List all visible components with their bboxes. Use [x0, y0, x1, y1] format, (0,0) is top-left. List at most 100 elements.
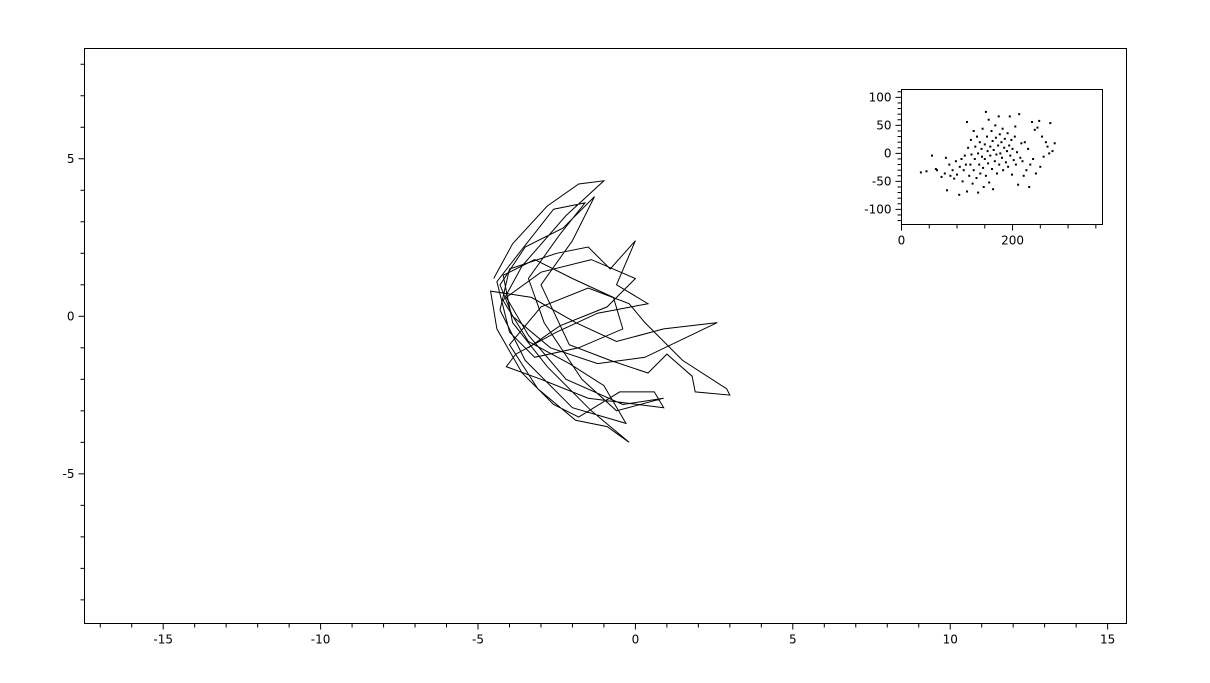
inset-scatter-point	[1046, 145, 1049, 148]
inset-scatter-point	[954, 160, 957, 163]
inset-scatter-point	[958, 165, 961, 168]
inset-scatter-point	[1041, 135, 1043, 138]
inset-scatter-point	[991, 168, 993, 170]
main-x-tick-label: 10	[943, 633, 958, 647]
inset-scatter-point	[956, 173, 958, 176]
inset-scatter-point	[936, 169, 938, 172]
inset-scatter-point	[986, 135, 988, 138]
inset-scatter-point	[982, 166, 985, 169]
inset-scatter-point	[981, 127, 984, 130]
main-y-tick-label: 0	[67, 309, 75, 323]
inset-scatter-point	[1007, 165, 1010, 168]
inset-scatter-point	[951, 169, 954, 172]
inset-scatter-point	[970, 153, 973, 156]
inset-scatter-point	[961, 180, 964, 183]
inset-scatter-point	[1003, 137, 1006, 140]
main-x-tick-label: 5	[789, 633, 797, 647]
inset-scatter-point	[987, 162, 990, 165]
inset-scatter-point	[967, 146, 970, 149]
inset-scatter-point	[975, 177, 978, 179]
inset-scatter-point	[989, 154, 992, 157]
inset-scatter-point	[990, 130, 993, 132]
inset-scatter-point	[1020, 142, 1023, 145]
inset-y-tick-label: 0	[884, 146, 892, 160]
inset-scatter-point	[1006, 150, 1008, 153]
inset-scatter-point	[984, 110, 987, 113]
inset-scatter-point	[998, 163, 1001, 166]
inset-scatter-point	[949, 174, 952, 177]
inset-scatter-point	[1008, 144, 1011, 147]
inset-scatter-point	[1009, 154, 1012, 157]
inset-scatter-point	[968, 174, 971, 177]
inset-scatter-point	[994, 124, 997, 127]
inset-scatter-point	[980, 147, 983, 150]
inset-scatter-point	[1027, 147, 1030, 150]
inset-scatter-point	[1008, 115, 1011, 118]
inset-scatter-point	[989, 145, 992, 148]
inset-scatter-point	[1014, 163, 1017, 166]
main-x-tick-label: 15	[1100, 633, 1115, 647]
inset-scatter-point	[960, 158, 963, 160]
inset-scatter-point	[992, 149, 995, 151]
inset-scatter-point	[1036, 126, 1039, 129]
inset-scatter-point	[1003, 146, 1006, 149]
inset-scatter-point	[1025, 169, 1028, 172]
main-x-tick-label: -5	[472, 633, 484, 647]
inset-scatter-point	[1014, 125, 1017, 128]
inset-scatter-point	[995, 153, 998, 156]
inset-scatter-point	[1021, 160, 1024, 163]
inset-scatter-point	[972, 169, 975, 172]
inset-scatter-point	[1028, 186, 1031, 188]
inset-scatter-point	[977, 152, 980, 155]
main-x-tick-label: -15	[153, 633, 173, 647]
inset-scatter-point	[1033, 128, 1036, 131]
inset-scatter-point	[971, 182, 974, 185]
inset-scatter-point	[940, 175, 943, 178]
main-x-tick-label: 0	[632, 633, 640, 647]
inset-scatter-point	[1002, 169, 1005, 172]
inset-scatter-point	[1031, 121, 1033, 123]
inset-scatter-point	[974, 145, 977, 148]
inset-scatter-point	[984, 174, 987, 177]
inset-scatter-point	[1032, 158, 1035, 160]
inset-scatter-point	[1013, 135, 1016, 138]
inset-x-tick-label: 200	[1001, 234, 1024, 248]
inset-scatter-point	[1018, 113, 1021, 116]
inset-scatter-point	[987, 118, 990, 121]
main-y-tick-label: 5	[67, 152, 75, 166]
inset-scatter-point	[946, 189, 948, 192]
inset-scatter-points	[919, 110, 1056, 196]
inset-scatter-point	[1053, 142, 1056, 145]
inset-scatter-point	[976, 135, 978, 138]
inset-scatter-point	[996, 172, 998, 175]
inset-scatter-point	[931, 154, 933, 157]
inset-scatter-point	[1029, 163, 1032, 166]
inset-scatter-point	[943, 172, 946, 175]
inset-scatter-point	[993, 160, 996, 163]
inset-scatter-point	[1051, 150, 1054, 153]
inset-scatter-point	[972, 130, 975, 132]
inset-scatter-point	[973, 158, 976, 160]
inset-scatter-point	[1011, 147, 1014, 150]
inset-scatter-point	[925, 170, 928, 173]
inset-scatter-point	[944, 156, 947, 159]
inset-scatter-point	[919, 171, 922, 174]
inset-scatter-point	[964, 163, 967, 166]
inset-y-tick-label: 100	[869, 90, 892, 104]
inset-scatter-point	[1038, 119, 1041, 122]
inset-scatter-point	[981, 155, 983, 158]
inset-y-tick-label: 50	[876, 118, 891, 132]
inset-scatter-point	[1012, 159, 1015, 162]
inset-y-tick-label: -100	[864, 202, 891, 216]
inset-scatter-point	[953, 177, 956, 180]
main-x-tick-label: -10	[311, 633, 331, 647]
inset-scatter-point	[979, 172, 982, 175]
inset-scatter-point	[1019, 156, 1022, 159]
inset-scatter-point	[978, 163, 981, 166]
inset-scatter-point	[983, 158, 986, 160]
inset-scatter-point	[998, 133, 1001, 136]
inset-scatter-point	[982, 186, 985, 188]
inset-y-tick-label: -50	[872, 174, 892, 188]
inset-scatter-point	[962, 169, 965, 172]
